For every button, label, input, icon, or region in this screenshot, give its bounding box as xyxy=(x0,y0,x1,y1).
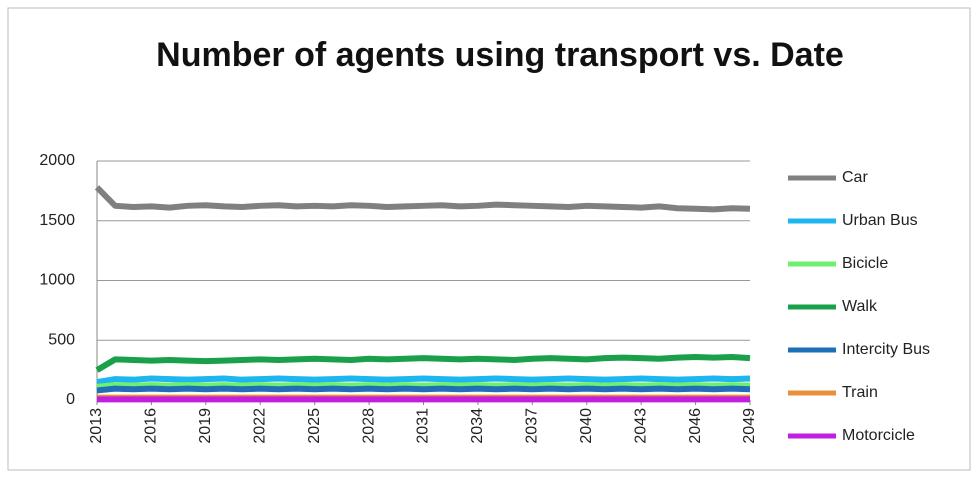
x-tick-label: 2034 xyxy=(469,408,486,444)
data-line xyxy=(96,385,751,394)
x-tick-label: 2040 xyxy=(578,408,595,444)
y-tick-label: 1500 xyxy=(39,212,75,229)
legend-label: Motorcicle xyxy=(842,427,915,444)
x-tick-label: 2046 xyxy=(687,408,704,444)
legend-label: Bicicle xyxy=(842,255,888,272)
legend-label: Walk xyxy=(842,298,878,315)
x-tick-label: 2022 xyxy=(251,408,268,444)
x-tick-label: 2049 xyxy=(741,408,758,444)
x-tick-label: 2043 xyxy=(632,408,649,444)
y-tick-label: 1000 xyxy=(39,272,75,289)
x-tick-label: 2037 xyxy=(524,408,541,444)
data-line xyxy=(95,353,751,373)
x-tick-label: 2025 xyxy=(306,408,323,444)
chart-title: Number of agents using transport vs. Dat… xyxy=(156,36,844,74)
x-tick-label: 2028 xyxy=(360,408,377,444)
legend-label: Urban Bus xyxy=(842,212,918,229)
y-tick-label: 500 xyxy=(48,331,75,348)
data-line xyxy=(96,375,751,386)
data-line xyxy=(94,185,751,213)
data-line xyxy=(96,382,751,390)
chart-frame xyxy=(7,7,971,471)
x-tick-label: 2013 xyxy=(88,408,105,444)
y-tick-label: 0 xyxy=(66,391,75,408)
legend-label: Intercity Bus xyxy=(842,341,930,358)
x-tick-label: 2031 xyxy=(415,408,432,444)
legend-label: Car xyxy=(842,169,868,186)
x-tick-label: 2016 xyxy=(143,408,160,444)
y-tick-label: 2000 xyxy=(39,152,75,169)
x-tick-label: 2019 xyxy=(197,408,214,444)
legend-label: Train xyxy=(842,384,878,401)
